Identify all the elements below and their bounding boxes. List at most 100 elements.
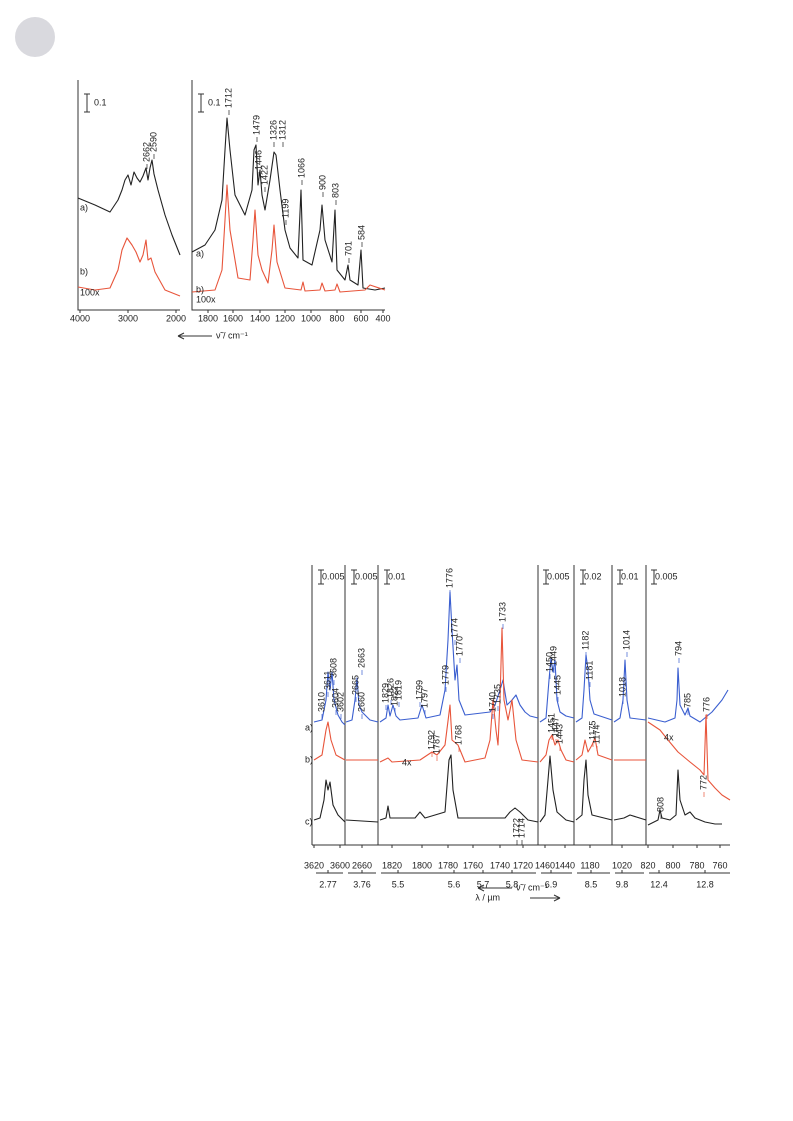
- x-tick-label: 3620: [304, 860, 324, 870]
- peak-label: 2665: [350, 675, 360, 695]
- peak-label: 1819: [393, 680, 403, 700]
- x-tick-label: 3600: [330, 860, 350, 870]
- scale-bar: [351, 569, 357, 585]
- x-tick-label: 400: [375, 313, 390, 323]
- x-tick-label: 1180: [580, 860, 599, 870]
- x-tick-label: 5.6: [448, 879, 461, 889]
- axis-label: ν̃ / cm⁻¹: [516, 882, 548, 892]
- x-tick-label: 1820: [382, 860, 402, 870]
- x-tick-label: 1800: [412, 860, 432, 870]
- peak-label: 1733: [497, 602, 507, 622]
- factor: 4x: [402, 757, 412, 767]
- peak-label: 1740: [487, 692, 497, 712]
- scale-label: 0.02: [584, 571, 602, 581]
- peak-label: 3608: [328, 658, 338, 678]
- x-tick-label: 600: [353, 313, 368, 323]
- peak-label: 1018: [617, 677, 627, 697]
- x-tick-label: 1600: [223, 313, 243, 323]
- x-tick-label: 12.8: [696, 879, 714, 889]
- peak-label: 1199: [280, 199, 290, 218]
- peak-label: 1829: [380, 683, 390, 703]
- x-tick-label: 12.4: [650, 879, 668, 889]
- x-tick-label: 9.8: [616, 879, 629, 889]
- peak-label: 701: [343, 241, 353, 256]
- x-tick-label: 1400: [250, 313, 270, 323]
- figure-1-spectra: [77, 117, 386, 297]
- figure-1-frame: [77, 80, 385, 340]
- x-tick-label: 800: [329, 313, 344, 323]
- peak-label: 1175: [587, 721, 597, 740]
- peak-label: 2663: [356, 648, 366, 668]
- peak-label: 1446: [253, 150, 263, 170]
- trace-label: c): [305, 816, 313, 826]
- scale-label: 0.005: [355, 571, 378, 581]
- x-tick-label: 1200: [275, 313, 295, 323]
- scale-bar: [543, 569, 549, 585]
- trace-label: a): [305, 722, 313, 732]
- x-tick-label: 1460: [535, 860, 555, 870]
- scale-label: 0.01: [388, 571, 406, 581]
- trace-label: b): [305, 754, 313, 764]
- peak-label: 1449: [548, 646, 558, 666]
- x-tick-label: 2660: [352, 860, 372, 870]
- factor: 100x: [80, 287, 100, 297]
- axis-label: ν̃ / cm⁻¹: [216, 330, 248, 340]
- x-tick-label: 5.5: [392, 879, 405, 889]
- peak-label: 1443: [554, 724, 564, 744]
- scale-bar: [580, 569, 586, 585]
- trace-label: a): [80, 202, 88, 212]
- peak-label: 1714: [516, 818, 526, 838]
- peak-label: 772: [698, 775, 708, 790]
- peak-label: 1479: [251, 115, 261, 135]
- peak-label: 1450: [544, 652, 554, 672]
- scale-label: 0.01: [621, 571, 639, 581]
- peak-label: 3602: [335, 692, 345, 712]
- x-tick-label: 1760: [463, 860, 483, 870]
- x-tick-label: 8.5: [585, 879, 598, 889]
- peak-label: 1768: [453, 725, 463, 745]
- peak-label: 1722: [511, 818, 521, 838]
- x-tick-label: 6.9: [545, 879, 558, 889]
- peak-label: 1774: [449, 618, 459, 638]
- peak-label: 1312: [277, 120, 287, 140]
- x-tick-label: 1440: [555, 860, 575, 870]
- peak-label: 1326: [268, 120, 278, 140]
- peak-label: 1182: [580, 631, 590, 650]
- x-tick-label: 1000: [301, 313, 321, 323]
- scale-label: 0.005: [322, 571, 345, 581]
- peak-label: 803: [330, 183, 340, 198]
- trace-label: b): [196, 284, 204, 294]
- peak-label: 1770: [454, 636, 464, 656]
- peak-label: 1822: [389, 686, 399, 706]
- peak-label: 1181: [584, 661, 594, 680]
- peak-label: 1776: [444, 568, 454, 588]
- peak-label: 1447: [550, 717, 560, 737]
- figure-2-spectra: [313, 591, 731, 826]
- x-tick-label: 1800: [198, 313, 218, 323]
- scale-label: 0.1: [94, 97, 107, 107]
- scale-bar: [651, 569, 657, 585]
- peak-label: 1799: [414, 680, 424, 700]
- peak-label: 3610: [316, 692, 326, 712]
- scale-bar: [384, 569, 390, 585]
- x-tick-label: 5.8: [506, 879, 519, 889]
- x-tick-label: 780: [689, 860, 704, 870]
- scale-label: 0.1: [208, 97, 221, 107]
- peak-label: 1826: [385, 678, 395, 698]
- peak-label: 2590: [148, 132, 158, 152]
- factor: 100x: [196, 294, 216, 304]
- x-tick-label: 2.77: [319, 879, 337, 889]
- x-tick-label: 1720: [513, 860, 533, 870]
- peak-label: 1422: [259, 165, 269, 185]
- figure-2-frame: [311, 565, 730, 902]
- peak-label: 1787: [431, 734, 441, 754]
- axis-label: λ / µm: [475, 892, 500, 902]
- peak-label: 1451: [546, 713, 556, 733]
- x-tick-label: 1740: [490, 860, 510, 870]
- peak-label: 1014: [621, 630, 631, 650]
- x-tick-label: 1020: [612, 860, 632, 870]
- peak-label: 785: [682, 693, 692, 708]
- x-tick-label: 2000: [166, 313, 186, 323]
- x-tick-label: 820: [640, 860, 655, 870]
